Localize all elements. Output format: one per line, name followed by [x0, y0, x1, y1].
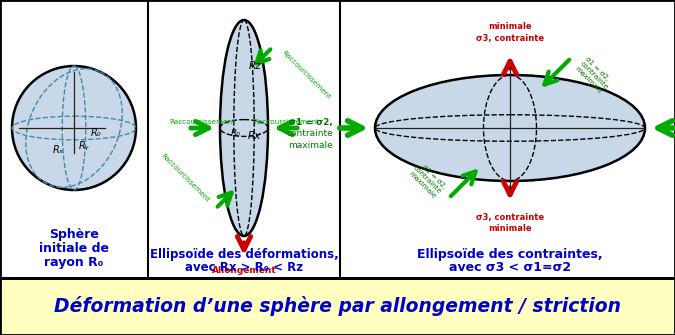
Text: Rᵧ: Rᵧ — [79, 141, 89, 151]
Text: Raccourcissement: Raccourcissement — [253, 119, 319, 125]
Text: avec Rx > R₀ < Rz: avec Rx > R₀ < Rz — [185, 261, 303, 274]
Text: Déformation d’une sphère par allongement / striction: Déformation d’une sphère par allongement… — [54, 296, 621, 317]
Text: σ3, contrainte: σ3, contrainte — [476, 34, 544, 43]
Text: σ3, contrainte: σ3, contrainte — [476, 213, 544, 222]
Text: contrainte: contrainte — [286, 130, 333, 138]
Text: Raccourcissement: Raccourcissement — [280, 49, 331, 100]
Ellipse shape — [220, 20, 268, 236]
Text: Rₓ: Rₓ — [53, 145, 63, 155]
Text: Rx: Rx — [248, 131, 261, 141]
Text: Raccourcissement: Raccourcissement — [160, 153, 211, 204]
Text: initiale de: initiale de — [39, 242, 109, 255]
Text: Allongement: Allongement — [212, 266, 276, 275]
Circle shape — [12, 66, 136, 190]
Text: σ1 = σ2,: σ1 = σ2, — [290, 119, 333, 128]
Text: σ1 = σ2,
contrainte
maximale: σ1 = σ2, contrainte maximale — [574, 56, 614, 96]
Ellipse shape — [375, 75, 645, 181]
Text: Sphère: Sphère — [49, 228, 99, 241]
Text: rayon R₀: rayon R₀ — [45, 256, 104, 269]
Text: σ1 = σ2,
contrainte
maximale: σ1 = σ2, contrainte maximale — [406, 160, 447, 200]
Text: minimale: minimale — [488, 224, 532, 233]
Text: Raccourcissement: Raccourcissement — [169, 119, 235, 125]
Text: Ellipsoïde des contraintes,: Ellipsoïde des contraintes, — [417, 248, 603, 261]
Text: avec σ3 < σ1=σ2: avec σ3 < σ1=σ2 — [449, 261, 571, 274]
Text: R₀: R₀ — [90, 128, 101, 138]
Text: Rz: Rz — [249, 61, 262, 71]
Text: R₀: R₀ — [231, 129, 241, 137]
Text: maximale: maximale — [288, 140, 333, 149]
Text: minimale: minimale — [488, 22, 532, 31]
Text: Ellipsoïde des déformations,: Ellipsoïde des déformations, — [150, 248, 338, 261]
